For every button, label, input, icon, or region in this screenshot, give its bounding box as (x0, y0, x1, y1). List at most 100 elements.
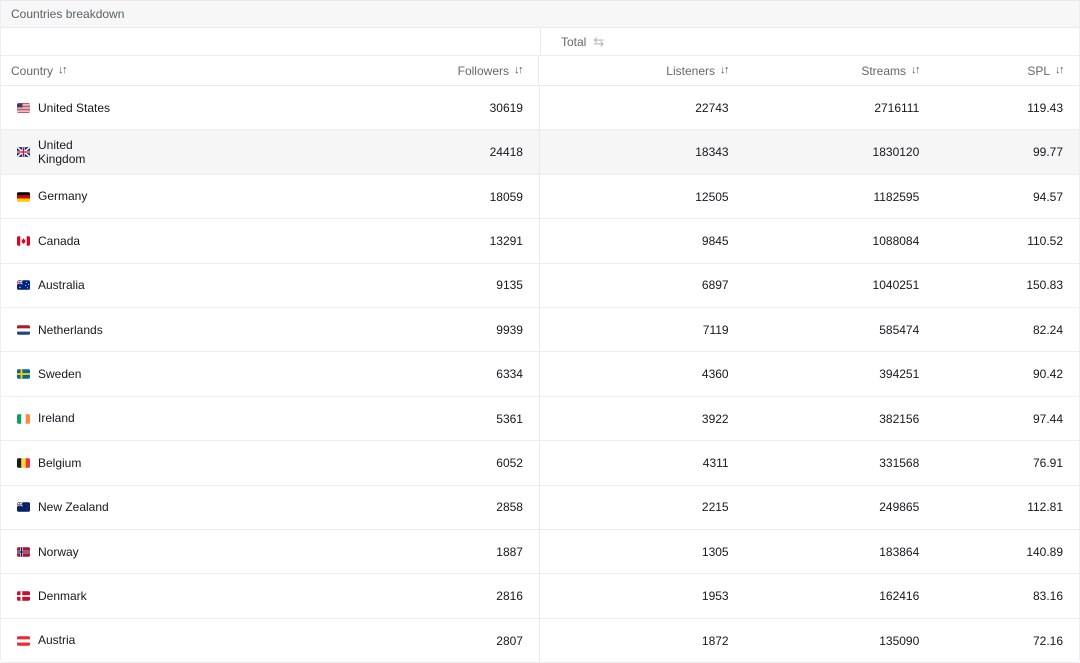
country-name: Belgium (38, 455, 82, 470)
country-cell: Austria (17, 633, 75, 647)
column-header-row: Country ↓↑ Followers ↓↑ Listeners ↓↑ Str… (1, 56, 1079, 86)
country-followers-cell: United States 30619 (1, 86, 540, 130)
streams-cell: 1040251 (745, 264, 936, 307)
country-cell: Ireland (17, 411, 75, 425)
followers-value: 18059 (489, 189, 523, 204)
country-name: United States (38, 100, 111, 115)
column-header-listeners[interactable]: Listeners ↓↑ (539, 56, 744, 85)
country-name: Norway (38, 544, 79, 559)
country-followers-cell: Ireland 5361 (1, 396, 540, 441)
country-cell: Canada (17, 234, 80, 248)
country-cell: Norway (17, 545, 79, 559)
flag-no-icon (17, 547, 30, 557)
streams-cell: 331568 (745, 441, 936, 484)
spl-value: 76.91 (1032, 455, 1064, 470)
sort-arrows-icon: ↓↑ (1055, 64, 1065, 76)
flag-dk-icon (17, 591, 30, 601)
listeners-cell: 12505 (540, 175, 745, 218)
flag-de-icon (17, 191, 30, 202)
column-header-listeners-label: Listeners (666, 63, 715, 78)
country-name: Australia (38, 278, 85, 293)
followers-value: 9135 (496, 278, 523, 293)
flag-ca-icon (17, 236, 30, 246)
country-name: Canada (38, 233, 81, 248)
streams-cell: 1830120 (745, 130, 936, 173)
streams-cell: 183864 (745, 530, 936, 573)
country-cell: New Zealand (17, 500, 109, 514)
country-name: Netherlands (38, 322, 103, 337)
column-header-followers-label: Followers (457, 63, 509, 78)
streams-value: 162416 (879, 589, 920, 604)
sort-arrows-icon: ↓↑ (911, 64, 921, 76)
streams-cell: 135090 (745, 619, 936, 662)
country-name: Germany (38, 189, 88, 204)
total-group-label: Total (561, 34, 587, 49)
followers-value: 30619 (489, 100, 523, 115)
listeners-value: 4360 (701, 367, 729, 382)
table-row: United States 30619 22743 2716111 119.43 (1, 86, 1079, 131)
flag-nl-icon (17, 324, 30, 335)
column-header-country[interactable]: Country ↓↑ (11, 63, 68, 78)
column-header-spl[interactable]: SPL ↓↑ (935, 56, 1079, 85)
streams-value: 2716111 (874, 100, 920, 115)
column-header-country-label: Country (11, 63, 54, 78)
followers-value: 2858 (496, 500, 523, 515)
spl-value: 82.24 (1032, 322, 1064, 337)
flag-be-icon (17, 458, 30, 468)
streams-cell: 2716111 (745, 86, 936, 129)
streams-value: 331568 (879, 455, 920, 470)
sort-arrows-icon: ↓↑ (720, 64, 730, 76)
listeners-value: 1305 (701, 544, 729, 559)
flag-gb-icon (17, 147, 30, 158)
column-header-streams[interactable]: Streams ↓↑ (744, 56, 935, 85)
spl-cell: 119.43 (935, 86, 1079, 129)
spl-cell: 76.91 (935, 441, 1079, 484)
followers-value: 13291 (489, 233, 523, 248)
table-row: Netherlands 9939 7119 585474 82.24 (1, 308, 1079, 353)
streams-cell: 585474 (745, 308, 936, 351)
listeners-cell: 4311 (540, 441, 745, 484)
spl-cell: 90.42 (935, 352, 1079, 395)
flag-us-icon (17, 102, 30, 113)
country-name: Austria (38, 633, 76, 648)
country-followers-cell: Australia 9135 (1, 263, 540, 308)
listeners-cell: 1953 (540, 574, 745, 617)
streams-cell: 162416 (745, 574, 936, 617)
followers-value: 2816 (496, 589, 523, 604)
spl-cell: 112.81 (935, 486, 1079, 529)
table-row: Canada 13291 9845 1088084 110.52 (1, 219, 1079, 264)
listeners-cell: 1305 (540, 530, 745, 573)
spl-value: 112.81 (1027, 500, 1064, 515)
spl-cell: 82.24 (935, 308, 1079, 351)
country-followers-cell: New Zealand 2858 (1, 485, 540, 530)
total-group-toggle[interactable]: Total ⇆ (541, 28, 1079, 55)
table-row: Denmark 2816 1953 162416 83.16 (1, 574, 1079, 619)
column-header-spl-label: SPL (1027, 63, 1050, 78)
country-cell: Netherlands (17, 323, 103, 337)
group-header-spacer (1, 28, 541, 55)
listeners-cell: 9845 (540, 219, 745, 262)
column-header-followers[interactable]: Followers ↓↑ (457, 63, 524, 78)
country-followers-cell: Canada 13291 (1, 219, 540, 263)
spl-value: 83.16 (1032, 589, 1064, 604)
listeners-cell: 18343 (540, 130, 745, 173)
listeners-cell: 3922 (540, 397, 745, 440)
flag-au-icon (17, 280, 30, 291)
country-followers-cell: Belgium 6052 (1, 441, 540, 485)
followers-value: 1887 (496, 544, 523, 559)
country-cell: Belgium (17, 456, 81, 470)
spl-value: 110.52 (1027, 233, 1064, 248)
listeners-value: 9845 (701, 233, 729, 248)
followers-value: 9939 (496, 322, 523, 337)
followers-value: 6052 (496, 455, 523, 470)
spl-cell: 140.89 (935, 530, 1079, 573)
followers-value: 2807 (496, 633, 523, 648)
country-name: Sweden (38, 366, 82, 381)
country-cell: Germany (17, 189, 87, 203)
table-row: Austria 2807 1872 135090 72.16 (1, 618, 1079, 663)
streams-value: 1040251 (872, 278, 920, 293)
country-cell: Denmark (17, 589, 87, 603)
streams-value: 1830120 (872, 145, 920, 160)
left-header-section: Country ↓↑ Followers ↓↑ (1, 56, 539, 85)
spl-value: 150.83 (1026, 278, 1064, 293)
